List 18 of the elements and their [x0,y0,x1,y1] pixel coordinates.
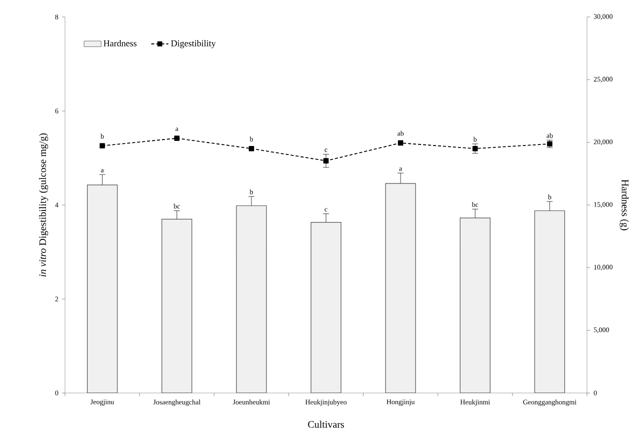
bar [236,205,267,393]
point [398,140,404,146]
y-axis-title: in vitro Digestibility (gulcose mg/g) [39,133,48,276]
bar [310,222,342,393]
legend-label: Hardness [104,40,137,46]
point [248,146,254,152]
point [472,146,478,152]
point [100,143,105,148]
bar [86,184,118,393]
point [323,158,329,164]
point [174,136,180,141]
legend-label: Digestibility [171,40,216,48]
bar [162,218,192,393]
x-axis-title: Cultivars [308,420,344,428]
bar [534,210,566,393]
bar [385,183,416,393]
bar [460,218,490,393]
y2-axis-title: Hardness (g) [620,180,629,230]
